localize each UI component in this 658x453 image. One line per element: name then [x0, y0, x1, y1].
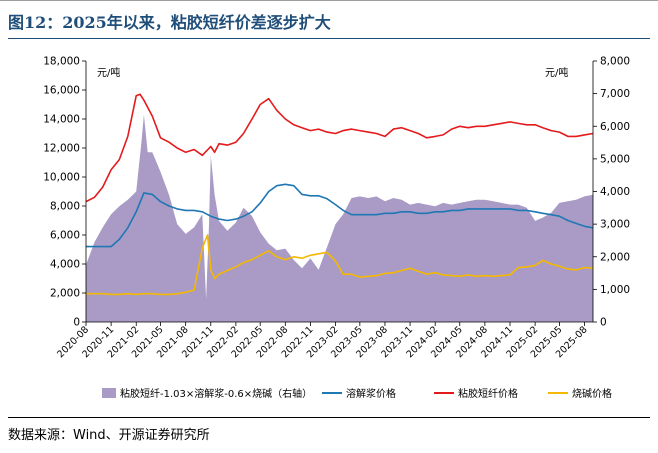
left-unit-label: 元/吨	[97, 66, 120, 79]
series-line-1	[86, 183, 594, 248]
top-rule	[0, 0, 658, 1]
right-tick-label: 8,000	[600, 56, 630, 68]
legend-swatch-area	[102, 388, 116, 398]
right-unit-label: 元/吨	[545, 66, 568, 79]
price-lines-layer	[85, 93, 594, 296]
left-tick-label: 10,000	[43, 172, 80, 184]
left-tick-label: 6,000	[50, 230, 80, 242]
legend-label: 烧碱价格	[572, 387, 612, 400]
left-tick-label: 16,000	[43, 85, 80, 97]
figure-title: 图12：2025年以来，粘胶短纤价差逐步扩大	[8, 13, 331, 32]
left-tick-label: 14,000	[43, 114, 80, 126]
left-tick-label: 0	[73, 317, 80, 329]
left-tick-label: 2,000	[50, 288, 80, 300]
left-tick-label: 4,000	[50, 259, 80, 271]
series-area-spread	[86, 114, 593, 322]
bottom-rule	[8, 417, 650, 418]
right-tick-label: 1,000	[600, 284, 630, 296]
left-tick-label: 18,000	[43, 56, 80, 68]
left-tick-label: 8,000	[50, 201, 80, 213]
right-tick-label: 0	[600, 317, 607, 329]
legend: 粘胶短纤-1.03×溶解浆-0.6×烧碱（右轴） 溶解浆价格 粘胶短纤价格 烧碱价格	[102, 387, 612, 400]
source-note: 数据来源：Wind、开源证券研究所	[8, 428, 210, 443]
title-rule	[8, 38, 650, 39]
spread-area-layer	[86, 114, 593, 322]
spread-chart: 0 2,000 4,000 6,000 8,000 10,000 12,000 14,000 1…	[43, 56, 630, 401]
legend-label: 溶解浆价格	[346, 387, 396, 400]
right-tick-label: 6,000	[600, 121, 630, 133]
right-tick-label: 2,000	[600, 251, 630, 263]
legend-label: 粘胶短纤价格	[458, 387, 518, 400]
series-line-3	[86, 234, 594, 296]
right-tick-label: 7,000	[600, 88, 630, 100]
right-tick-label: 5,000	[600, 153, 630, 165]
series-line-2	[85, 93, 594, 203]
right-tick-label: 3,000	[600, 219, 630, 231]
right-tick-label: 4,000	[600, 186, 630, 198]
left-tick-label: 12,000	[43, 143, 80, 155]
legend-label: 粘胶短纤-1.03×溶解浆-0.6×烧碱（右轴）	[120, 387, 312, 400]
